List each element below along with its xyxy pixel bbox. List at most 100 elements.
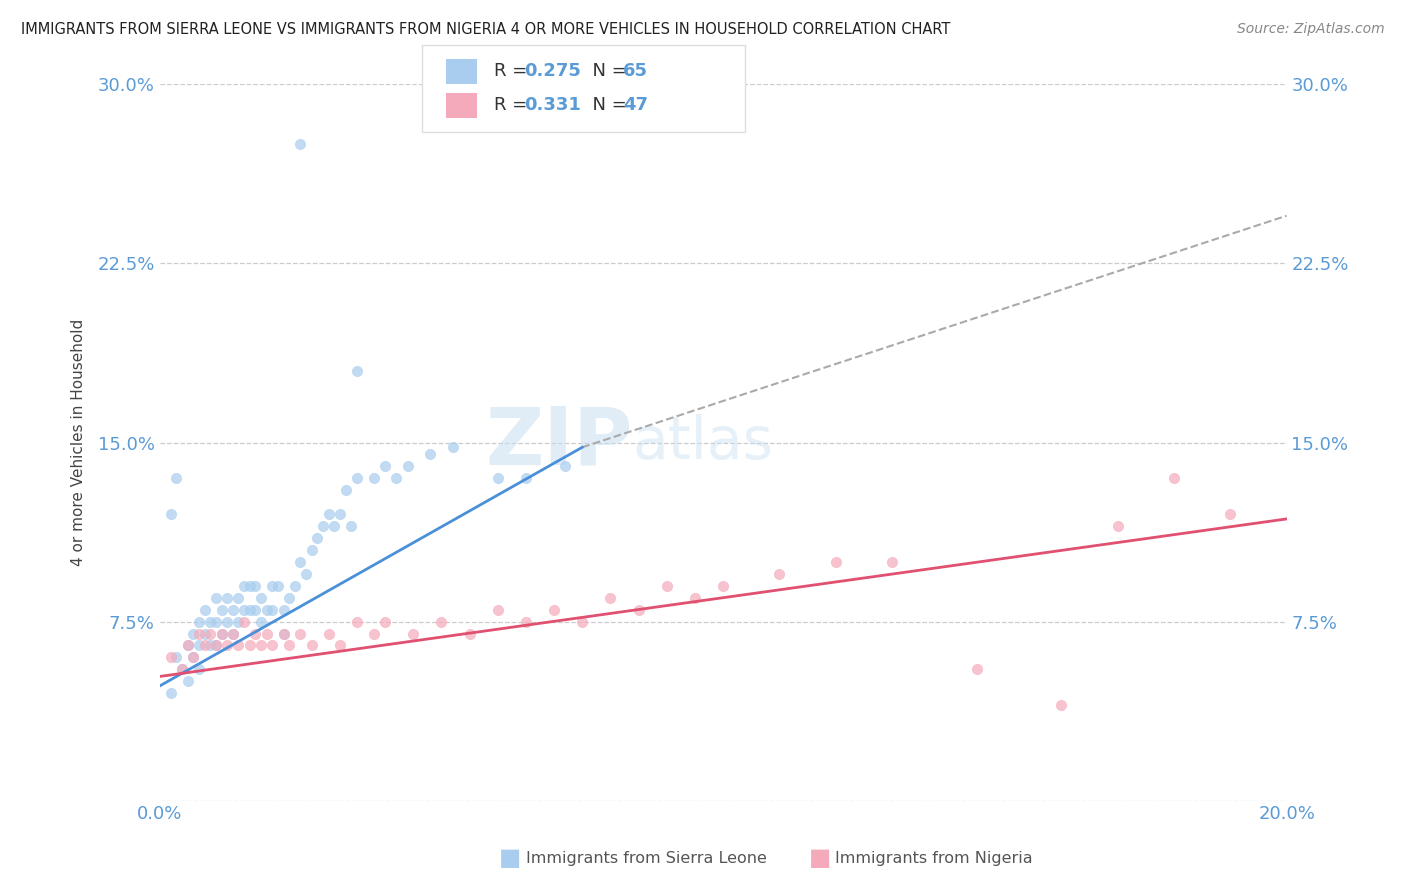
Point	[711, 579, 734, 593]
Point	[335, 483, 357, 498]
Point	[250, 591, 273, 605]
Point	[318, 507, 340, 521]
Text: ■: ■	[499, 847, 522, 870]
Y-axis label: 4 or more Vehicles in Household: 4 or more Vehicles in Household	[72, 319, 86, 566]
Point	[256, 602, 278, 616]
Point	[824, 555, 846, 569]
Point	[160, 507, 183, 521]
Point	[1219, 507, 1241, 521]
Point	[385, 471, 408, 485]
Point	[301, 639, 323, 653]
Point	[205, 639, 228, 653]
Point	[273, 626, 295, 640]
Point	[882, 555, 904, 569]
Text: ■: ■	[808, 847, 831, 870]
Point	[329, 639, 352, 653]
Point	[228, 615, 250, 629]
Point	[222, 626, 245, 640]
Point	[205, 615, 228, 629]
Point	[188, 639, 211, 653]
Point	[262, 639, 284, 653]
Point	[543, 602, 565, 616]
Point	[222, 602, 245, 616]
Point	[256, 626, 278, 640]
Point	[217, 591, 239, 605]
Point	[278, 639, 301, 653]
Text: N =: N =	[581, 62, 633, 80]
Point	[571, 615, 593, 629]
Point	[194, 639, 217, 653]
Point	[301, 543, 323, 558]
Point	[239, 639, 262, 653]
Point	[340, 519, 363, 533]
Point	[211, 626, 233, 640]
Point	[245, 602, 267, 616]
Point	[177, 674, 200, 689]
Point	[245, 626, 267, 640]
Text: Source: ZipAtlas.com: Source: ZipAtlas.com	[1237, 22, 1385, 37]
Text: R =: R =	[494, 96, 533, 114]
Point	[200, 639, 222, 653]
Point	[419, 447, 441, 461]
Point	[233, 579, 256, 593]
Point	[200, 615, 222, 629]
Point	[458, 626, 481, 640]
Point	[183, 626, 205, 640]
Point	[329, 507, 352, 521]
Point	[295, 566, 318, 581]
Point	[627, 602, 650, 616]
Point	[188, 615, 211, 629]
Point	[160, 650, 183, 665]
Point	[363, 471, 385, 485]
Point	[211, 602, 233, 616]
Point	[441, 440, 464, 454]
Point	[768, 566, 790, 581]
Point	[194, 602, 217, 616]
Text: 0.331: 0.331	[524, 96, 581, 114]
Point	[402, 626, 425, 640]
Point	[312, 519, 335, 533]
Point	[290, 137, 312, 152]
Point	[396, 459, 419, 474]
Text: ZIP: ZIP	[485, 403, 633, 482]
Point	[323, 519, 346, 533]
Point	[430, 615, 453, 629]
Point	[262, 602, 284, 616]
Point	[183, 650, 205, 665]
Point	[166, 650, 188, 665]
Point	[346, 364, 368, 378]
Point	[599, 591, 621, 605]
Point	[250, 615, 273, 629]
Point	[374, 615, 396, 629]
Point	[515, 615, 537, 629]
Point	[346, 471, 368, 485]
Point	[239, 579, 262, 593]
Text: 65: 65	[623, 62, 648, 80]
Point	[250, 639, 273, 653]
Point	[188, 662, 211, 676]
Point	[172, 662, 194, 676]
Point	[233, 602, 256, 616]
Text: R =: R =	[494, 62, 533, 80]
Point	[363, 626, 385, 640]
Text: IMMIGRANTS FROM SIERRA LEONE VS IMMIGRANTS FROM NIGERIA 4 OR MORE VEHICLES IN HO: IMMIGRANTS FROM SIERRA LEONE VS IMMIGRAN…	[21, 22, 950, 37]
Point	[245, 579, 267, 593]
Text: N =: N =	[581, 96, 633, 114]
Point	[290, 626, 312, 640]
Point	[205, 639, 228, 653]
Point	[486, 602, 509, 616]
Text: 47: 47	[623, 96, 648, 114]
Point	[177, 639, 200, 653]
Text: Immigrants from Sierra Leone: Immigrants from Sierra Leone	[526, 851, 766, 865]
Point	[318, 626, 340, 640]
Point	[1163, 471, 1185, 485]
Point	[262, 579, 284, 593]
Point	[290, 555, 312, 569]
Point	[239, 602, 262, 616]
Point	[683, 591, 706, 605]
Point	[267, 579, 290, 593]
Point	[515, 471, 537, 485]
Point	[307, 531, 329, 545]
Point	[966, 662, 988, 676]
Point	[211, 626, 233, 640]
